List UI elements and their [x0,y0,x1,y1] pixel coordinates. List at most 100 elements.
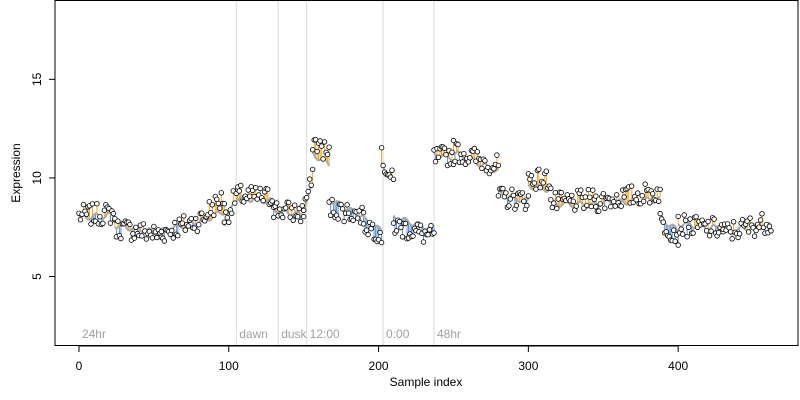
data-point [681,212,687,218]
data-point [650,191,656,197]
data-point [377,229,383,236]
data-point [143,236,150,242]
data-point [455,141,461,148]
y-axis-label: Expression [9,143,23,202]
data-point [519,190,526,196]
data-point [260,197,266,204]
data-point [705,218,711,225]
data-point [393,228,400,234]
data-point [736,231,743,237]
data-point [360,209,367,216]
data-point [341,218,347,225]
data-point [747,215,753,221]
data-point [685,224,692,231]
data-point [127,221,133,228]
data-point [432,158,439,165]
data-point [292,202,298,208]
data-point [495,193,502,199]
data-point [452,158,458,165]
data-point [513,202,520,209]
data-point [642,181,648,187]
y-tick-label: 5 [30,273,44,280]
data-point [326,144,332,150]
data-point [151,223,157,230]
data-point [751,233,758,239]
data-point [359,204,365,211]
data-point [283,205,289,211]
data-point [181,213,187,219]
data-point [474,149,481,155]
data-point [482,158,488,164]
data-point [185,223,191,229]
data-point [510,192,517,199]
data-point [647,200,653,206]
data-point [221,200,227,207]
data-point [587,194,593,200]
data-point [521,198,527,204]
data-point [678,226,684,232]
data-point [149,235,156,241]
data-point [314,148,320,155]
data-point [290,217,296,223]
phase-label: 0:00 [386,327,410,341]
data-point [506,203,512,209]
data-point [133,224,139,230]
data-point [525,193,532,199]
data-point [441,145,448,151]
data-point [321,139,328,145]
data-point [298,218,304,225]
data-point [378,144,385,151]
data-point [528,172,535,179]
data-point [77,216,84,223]
data-point [339,206,346,212]
data-point [97,213,103,220]
data-point [608,203,614,210]
data-point [693,213,699,220]
data-point [500,185,506,192]
data-point [582,194,588,200]
data-point [495,162,502,169]
data-point [176,216,182,222]
phase-label: dusk [281,327,307,341]
data-point [236,188,242,194]
data-point [449,149,455,155]
data-point [509,186,515,192]
data-point [629,183,635,189]
data-point [110,210,117,217]
data-point [196,221,202,228]
data-point [211,212,217,218]
data-point [633,196,639,203]
data-point [641,198,647,205]
data-point [380,162,386,169]
data-point [140,221,147,227]
data-point [727,229,734,235]
data-point [569,192,575,199]
data-point [730,219,737,225]
data-point [131,235,138,241]
data-point [671,227,677,233]
data-point [420,239,427,245]
data-point [158,228,165,235]
data-point [531,180,538,186]
data-point [301,207,307,214]
data-point [223,209,229,215]
data-point [554,205,560,212]
data-point [573,203,579,209]
data-point [618,203,624,209]
data-point [94,200,100,207]
x-axis-label: Sample index [390,375,463,389]
data-point [286,199,292,206]
data-point [188,215,194,222]
data-point [396,218,403,225]
data-point [570,198,576,204]
data-point [329,196,335,203]
data-point [310,146,316,153]
data-point [161,238,168,244]
fit-line [272,207,305,220]
data-point [218,190,224,196]
data-point [172,219,178,226]
x-axis: 0 100 200 300 400 [76,345,688,373]
data-point [399,234,406,240]
data-point [552,189,558,196]
